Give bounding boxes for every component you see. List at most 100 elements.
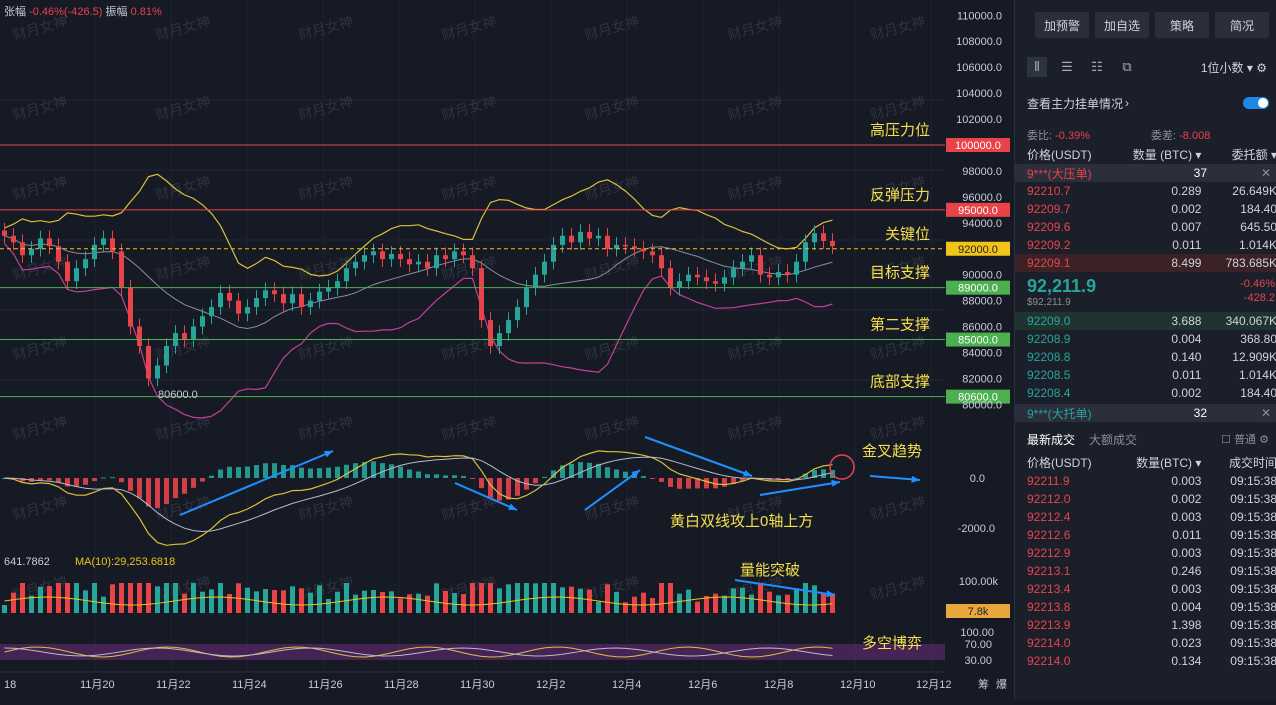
- osc-axis-tick: 30.00: [964, 655, 992, 667]
- macd-bar: [470, 478, 475, 479]
- volume-bar: [551, 583, 556, 613]
- candle-body: [542, 261, 547, 275]
- macd-bar: [362, 461, 367, 478]
- precision-dropdown[interactable]: 1位小数 ▾ ⚙: [1200, 60, 1267, 75]
- volume-bar: [317, 585, 322, 613]
- trade-row[interactable]: 92213.4 0.003 09:15:38: [1015, 580, 1276, 598]
- volume-bar: [380, 592, 385, 613]
- volume-bar: [344, 583, 349, 613]
- macd-bar: [596, 463, 601, 478]
- trade-row[interactable]: 92214.0 0.134 09:15:38: [1015, 652, 1276, 670]
- macd-bar: [38, 478, 43, 481]
- price-axis-tick: 96000.0: [962, 192, 1002, 204]
- bid-row[interactable]: 92208.4 0.002 184.40: [1015, 384, 1276, 402]
- bid-row[interactable]: 92208.5 0.011 1.014K: [1015, 366, 1276, 384]
- macd-bar: [515, 478, 520, 496]
- trade-row[interactable]: 92212.0 0.002 09:15:38: [1015, 490, 1276, 508]
- amount-cell: 09:15:38: [1230, 636, 1276, 650]
- ask-row[interactable]: 92209.2 0.011 1.014K: [1015, 236, 1276, 254]
- volume-bar: [461, 594, 466, 613]
- macd-bar: [191, 478, 196, 488]
- ask-row[interactable]: 92209.6 0.007 645.50: [1015, 218, 1276, 236]
- macd-bar: [380, 463, 385, 478]
- amount-cell: 184.40: [1240, 386, 1276, 400]
- trade-row[interactable]: 92211.9 0.003 09:15:38: [1015, 472, 1276, 490]
- volume-bar: [425, 595, 430, 613]
- trade-row[interactable]: 92212.6 0.011 09:15:38: [1015, 526, 1276, 544]
- add-watchlist-button[interactable]: 加自选: [1095, 12, 1149, 38]
- macd-bar: [695, 478, 700, 489]
- watermark-text: 财月女神: [440, 173, 498, 203]
- amount-cell: 09:15:38: [1230, 546, 1276, 560]
- summary-button[interactable]: 简况: [1215, 12, 1269, 38]
- orderbook-asks-icon[interactable]: ☷: [1091, 59, 1103, 74]
- big-buy-row[interactable]: 9***(大托单) 32 ✕: [1015, 404, 1276, 422]
- candle-body: [380, 251, 385, 260]
- macd-bar: [803, 473, 808, 478]
- close-icon[interactable]: ✕: [1260, 406, 1271, 420]
- big-sell-row[interactable]: 9***(大压单) 37 ✕: [1015, 164, 1276, 182]
- tab-latest-trades[interactable]: 最新成交: [1027, 432, 1076, 447]
- trade-row[interactable]: 92213.9 1.398 09:15:38: [1015, 616, 1276, 634]
- ask-row[interactable]: 92209.7 0.002 184.40: [1015, 200, 1276, 218]
- x-axis-tick: 11月26: [308, 679, 343, 691]
- close-icon[interactable]: ✕: [1260, 166, 1271, 180]
- x-axis-tick: 11月30: [460, 679, 495, 691]
- ask-row[interactable]: 92209.1 8.499 783.685K: [1015, 254, 1276, 272]
- bid-row[interactable]: 92209.0 3.688 340.067K: [1015, 312, 1276, 330]
- ask-row[interactable]: 92210.7 0.289 26.649K: [1015, 182, 1276, 200]
- volume-bar: [362, 590, 367, 613]
- candle-body: [56, 246, 61, 262]
- candle-body: [578, 231, 583, 243]
- bid-row[interactable]: 92208.9 0.004 368.80: [1015, 330, 1276, 348]
- macd-bar: [272, 463, 277, 478]
- view-orders-toggle[interactable]: [1243, 97, 1269, 109]
- qty-cell: 0.003: [1171, 546, 1202, 560]
- chart-area[interactable]: 财月女神 财月女神 财月女神 财月女神 财月女神 财月女神 财月女神 财月女神 财月女神 财月女神…: [0, 0, 1010, 700]
- candle-body: [614, 244, 619, 249]
- view-orders-link[interactable]: 查看主力挂单情况: [1027, 96, 1124, 111]
- trade-row[interactable]: 92214.0 0.023 09:15:38: [1015, 634, 1276, 652]
- level-price-label: 95000.0: [958, 205, 998, 217]
- volume-bar: [794, 588, 799, 613]
- trade-col-price: 价格(USDT): [1027, 455, 1092, 470]
- candle-body: [164, 346, 169, 366]
- weibi-value: -0.39%: [1055, 130, 1090, 142]
- col-amount[interactable]: 委托额 ▾: [1231, 147, 1276, 162]
- watermark-text: 财月女神: [297, 13, 355, 43]
- normal-checkbox[interactable]: ☐ 普通 ⚙: [1221, 434, 1269, 446]
- macd-bar: [92, 478, 97, 482]
- watermark-text: 财月女神: [869, 13, 927, 43]
- candle-body: [785, 272, 790, 275]
- orderbook-bids-icon[interactable]: ☰: [1061, 59, 1073, 74]
- x-axis-tick: 12月8: [764, 679, 793, 691]
- strategy-button[interactable]: 策略: [1155, 12, 1209, 38]
- candle-body: [452, 251, 457, 260]
- candle-body: [326, 287, 331, 292]
- candle-body: [146, 346, 151, 379]
- bid-row[interactable]: 92208.8 0.140 12.909K: [1015, 348, 1276, 366]
- volume-bar: [722, 595, 727, 613]
- candle-body: [650, 251, 655, 256]
- col-qty[interactable]: 数量 (BTC) ▾: [1132, 147, 1202, 162]
- trade-row[interactable]: 92213.1 0.246 09:15:38: [1015, 562, 1276, 580]
- trade-col-qty[interactable]: 数量(BTC) ▾: [1136, 455, 1202, 470]
- candle-body: [425, 261, 430, 269]
- trade-col-qty-label: 数量(BTC): [1136, 455, 1193, 470]
- weicha-label: 委差:: [1151, 130, 1177, 142]
- trade-row[interactable]: 92213.8 0.004 09:15:38: [1015, 598, 1276, 616]
- add-alert-button[interactable]: 加预警: [1035, 12, 1089, 38]
- orderbook-both-icon[interactable]: ⫴: [1027, 57, 1047, 77]
- candle-body: [605, 235, 610, 249]
- settings-icon[interactable]: ⚙: [1259, 434, 1269, 446]
- tab-large-trades[interactable]: 大额成交: [1089, 432, 1138, 447]
- candle-body: [434, 255, 439, 269]
- bottom-right-label: 筹: [978, 677, 989, 691]
- price-axis-tick: 82000.0: [962, 373, 1002, 385]
- settings-icon[interactable]: ⚙: [1256, 60, 1267, 75]
- watermark-text: 财月女神: [869, 413, 927, 443]
- trade-row[interactable]: 92212.9 0.003 09:15:38: [1015, 544, 1276, 562]
- trade-row[interactable]: 92212.4 0.003 09:15:38: [1015, 508, 1276, 526]
- orderbook-trades-icon[interactable]: ⧉: [1122, 59, 1132, 74]
